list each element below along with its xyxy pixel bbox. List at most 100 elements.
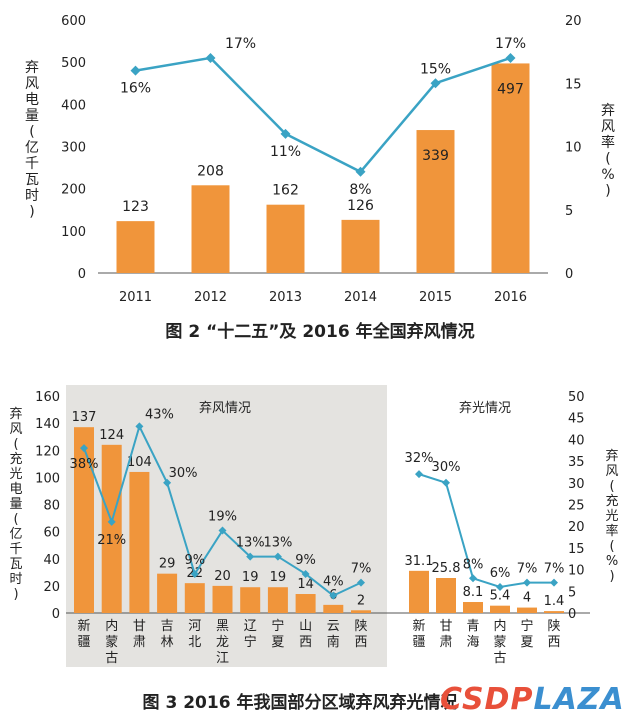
y-tick-label-left: 80	[43, 499, 60, 514]
wind-rate-marker	[246, 552, 255, 561]
y-axis-title-right: %	[606, 554, 618, 569]
solar-x-tick-label: 海	[466, 635, 479, 650]
solar-bar-value-label: 4	[523, 591, 531, 606]
wind-bar-value-label: 19	[270, 570, 287, 585]
solar-rate-marker	[496, 582, 504, 591]
x-tick-label: 2016	[494, 290, 527, 305]
wind-bar	[323, 604, 344, 613]
wind-rate-value-label: 13%	[263, 536, 292, 551]
wind-x-tick-label: 山	[299, 619, 312, 634]
y-tick-label-right: 45	[568, 412, 585, 427]
solar-rate-value-label: 7%	[544, 562, 565, 577]
chart-caption: 图 3 2016 年我国部分区域弃风弃光情况	[143, 692, 458, 713]
solar-rate-value-label: 7%	[517, 562, 538, 577]
rate-marker	[280, 128, 291, 139]
y-tick-label-left: 500	[61, 56, 86, 71]
y-axis-title-left: 风	[25, 76, 39, 92]
bar	[116, 221, 155, 273]
y-tick-label-left: 140	[35, 417, 60, 432]
y-axis-title-left: )	[29, 204, 34, 220]
solar-bar	[436, 578, 456, 613]
solar-x-tick-label: 陕	[547, 619, 560, 634]
chart-caption: 图 2 “十二五”及 2016 年全国弃风情况	[165, 321, 474, 342]
y-tick-label-right: 30	[568, 477, 585, 492]
solar-rate-marker	[415, 470, 423, 479]
y-axis-title-left: 千	[9, 542, 22, 557]
wind-bar	[295, 594, 316, 613]
y-tick-label-right: 50	[568, 390, 585, 405]
y-axis-title-left: (	[13, 512, 18, 527]
y-tick-label-left: 20	[43, 580, 60, 595]
wind-rate-value-label: 7%	[351, 562, 372, 577]
wind-bar	[184, 583, 205, 613]
y-tick-label-right: 20	[568, 520, 585, 535]
wind-x-tick-label: 吉	[161, 619, 174, 634]
wind-x-tick-label: 甘	[133, 619, 146, 634]
y-axis-title-left: 瓦	[25, 172, 39, 188]
rate-line	[135, 56, 511, 174]
wind-rate-marker	[329, 591, 338, 600]
rate-value-label: 8%	[349, 182, 371, 198]
bar	[266, 204, 305, 273]
bar	[341, 219, 380, 273]
y-tick-label-left: 600	[61, 14, 86, 29]
solar-bar	[544, 611, 564, 613]
solar-bar	[463, 602, 483, 613]
y-tick-label-left: 40	[43, 553, 60, 568]
rate-value-label: 15%	[420, 61, 451, 77]
y-tick-label-left: 400	[61, 98, 86, 113]
x-tick-label: 2012	[194, 290, 227, 305]
y-axis-title-right: (	[609, 539, 614, 554]
y-axis-title-right: )	[605, 183, 610, 199]
solar-bar	[490, 605, 510, 613]
wind-bar	[101, 444, 122, 613]
wind-x-tick-label: 夏	[271, 635, 284, 650]
wind-bar-value-label: 29	[159, 557, 176, 572]
y-axis-title-left: 风	[9, 422, 22, 437]
y-axis-title-left: 弃	[9, 407, 22, 422]
wind-bar-value-label: 104	[127, 455, 152, 470]
wind-rate-marker	[301, 569, 310, 578]
y-tick-label-right: 40	[568, 433, 585, 448]
wind-bar-value-label: 137	[72, 410, 97, 425]
wind-x-tick-label: 辽	[244, 619, 257, 634]
watermark-part-b: LAZA	[533, 682, 625, 717]
wind-x-tick-label: 内	[105, 618, 118, 634]
solar-bar-value-label: 8.1	[463, 585, 484, 600]
wind-rate-value-label: 21%	[97, 533, 126, 548]
wind-rate-marker	[218, 526, 227, 535]
bar-value-label: 162	[272, 183, 299, 199]
wind-rate-value-label: 9%	[295, 553, 316, 568]
wind-x-tick-label: 蒙	[105, 635, 118, 650]
watermark-logo: CSDPLAZA	[440, 682, 625, 717]
y-axis-title-right: 风	[605, 464, 618, 479]
wind-x-tick-label: 云	[327, 619, 340, 634]
y-tick-label-right: 15	[568, 542, 585, 557]
wind-x-tick-label: 黑	[216, 619, 229, 634]
y-tick-label-left: 100	[35, 471, 60, 486]
rate-marker	[430, 78, 441, 89]
wind-rate-value-label: 30%	[169, 466, 198, 481]
y-axis-title-left: 光	[9, 467, 22, 482]
y-axis-title-left: (	[13, 437, 18, 452]
wind-bar-value-label: 2	[357, 593, 365, 608]
y-axis-title-left: 电	[9, 482, 22, 497]
wind-x-tick-label: 疆	[77, 635, 90, 650]
wind-bar	[267, 587, 288, 613]
y-axis-title-right: 弃	[605, 449, 618, 464]
y-tick-label-right: 5	[565, 204, 573, 219]
y-tick-label-left: 0	[78, 267, 86, 282]
y-axis-title-right: 弃	[601, 103, 615, 119]
solar-x-tick-label: 新	[412, 618, 425, 634]
y-axis-title-left: 亿	[9, 527, 22, 542]
solar-bar-value-label: 1.4	[544, 594, 565, 609]
y-tick-label-left: 300	[61, 141, 86, 156]
solar-rate-value-label: 32%	[405, 451, 434, 466]
y-tick-label-left: 200	[61, 183, 86, 198]
y-tick-label-left: 160	[35, 390, 60, 405]
wind-bar	[240, 587, 261, 613]
bar-value-label: 339	[422, 148, 449, 164]
wind-bar-value-label: 20	[214, 569, 231, 584]
y-axis-title-left: 亿	[25, 140, 39, 156]
y-axis-title-right: (	[609, 479, 614, 494]
